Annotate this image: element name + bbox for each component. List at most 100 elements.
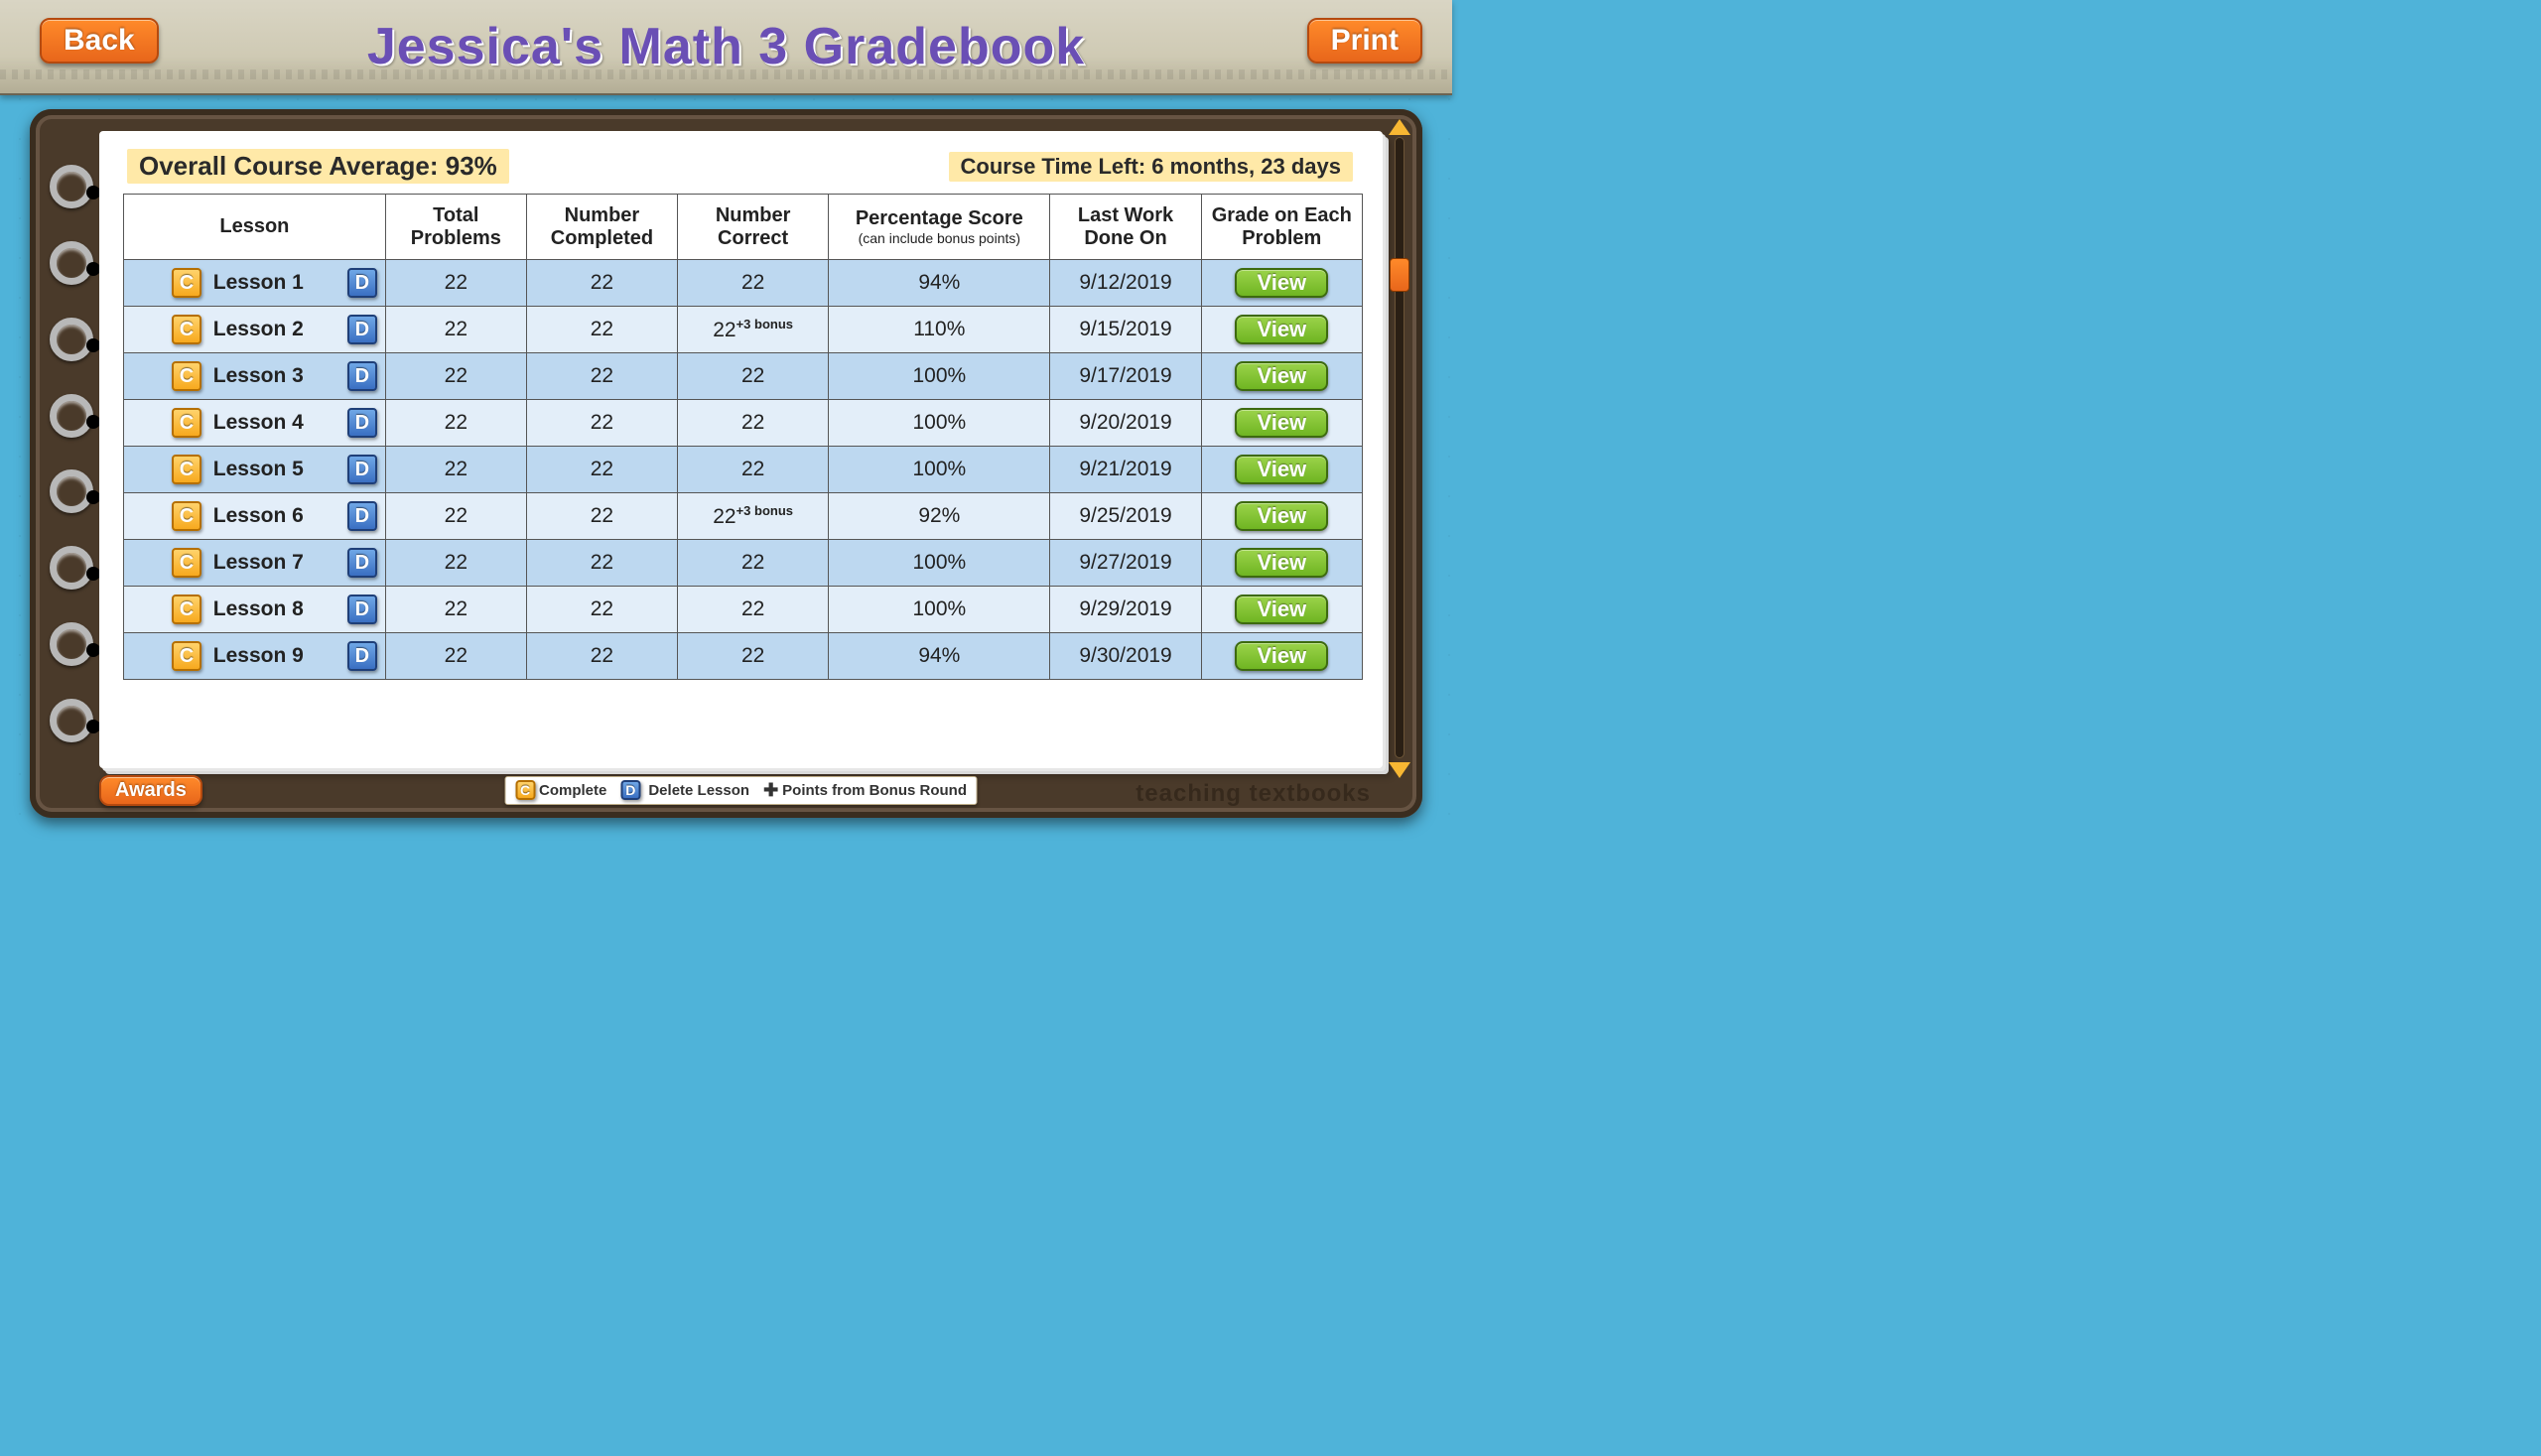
scrollbar-track[interactable] (1395, 137, 1404, 758)
col-completed: Number Completed (526, 195, 677, 260)
pct-cell: 100% (829, 400, 1050, 447)
view-button[interactable]: View (1235, 455, 1328, 484)
overall-average: Overall Course Average: 93% (127, 149, 509, 184)
total-cell: 22 (385, 587, 526, 633)
view-button[interactable]: View (1235, 595, 1328, 624)
pct-cell: 100% (829, 447, 1050, 493)
view-cell: View (1201, 353, 1362, 400)
correct-cell: 22 (678, 353, 829, 400)
view-button[interactable]: View (1235, 268, 1328, 298)
lesson-name[interactable]: Lesson 2 (213, 318, 304, 340)
col-view: Grade on Each Problem (1201, 195, 1362, 260)
back-button[interactable]: Back (40, 18, 159, 64)
correct-cell: 22+3 bonus (678, 307, 829, 353)
view-cell: View (1201, 540, 1362, 587)
col-lesson: Lesson (124, 195, 386, 260)
col-pct: Percentage Score (can include bonus poin… (829, 195, 1050, 260)
legend-bonus: ✚ Points from Bonus Round (763, 780, 967, 801)
complete-icon: C (172, 501, 201, 531)
completed-cell: 22 (526, 260, 677, 307)
complete-icon: C (172, 548, 201, 578)
pct-cell: 100% (829, 587, 1050, 633)
total-cell: 22 (385, 493, 526, 540)
date-cell: 9/12/2019 (1050, 260, 1201, 307)
pct-cell: 92% (829, 493, 1050, 540)
view-cell: View (1201, 260, 1362, 307)
delete-lesson-icon[interactable]: D (347, 595, 377, 624)
grades-table: Lesson Total Problems Number Completed N… (123, 194, 1363, 680)
table-row: C Lesson 1 D 22 22 22 94% 9/12/2019 View (124, 260, 1363, 307)
view-cell: View (1201, 493, 1362, 540)
delete-lesson-icon[interactable]: D (347, 315, 377, 344)
col-date: Last Work Done On (1050, 195, 1201, 260)
lesson-name[interactable]: Lesson 3 (213, 364, 304, 387)
summary-row: Overall Course Average: 93% Course Time … (123, 145, 1363, 194)
total-cell: 22 (385, 540, 526, 587)
total-cell: 22 (385, 633, 526, 680)
binder-footer: Awards C Complete D Delete Lesson ✚ Poin… (99, 772, 1383, 808)
print-button[interactable]: Print (1307, 18, 1422, 64)
view-button[interactable]: View (1235, 361, 1328, 391)
awards-button[interactable]: Awards (99, 775, 202, 806)
pct-cell: 110% (829, 307, 1050, 353)
view-cell: View (1201, 447, 1362, 493)
scroll-down-icon[interactable] (1389, 762, 1410, 778)
correct-cell: 22+3 bonus (678, 493, 829, 540)
view-cell: View (1201, 633, 1362, 680)
time-left: Course Time Left: 6 months, 23 days (949, 152, 1353, 182)
pct-cell: 100% (829, 353, 1050, 400)
view-button[interactable]: View (1235, 641, 1328, 671)
scroll-up-icon[interactable] (1389, 119, 1410, 135)
date-cell: 9/27/2019 (1050, 540, 1201, 587)
view-button[interactable]: View (1235, 501, 1328, 531)
delete-lesson-icon[interactable]: D (347, 408, 377, 438)
date-cell: 9/20/2019 (1050, 400, 1201, 447)
table-row: C Lesson 7 D 22 22 22 100% 9/27/2019 Vie… (124, 540, 1363, 587)
header-bar: Back Jessica's Math 3 Gradebook Print (0, 0, 1452, 95)
completed-cell: 22 (526, 447, 677, 493)
view-button[interactable]: View (1235, 408, 1328, 438)
legend: C Complete D Delete Lesson ✚ Points from… (504, 776, 978, 805)
scrollbar-thumb[interactable] (1390, 258, 1409, 292)
complete-icon: C (172, 315, 201, 344)
table-row: C Lesson 5 D 22 22 22 100% 9/21/2019 Vie… (124, 447, 1363, 493)
completed-cell: 22 (526, 587, 677, 633)
delete-lesson-icon[interactable]: D (347, 548, 377, 578)
lesson-cell: C Lesson 7 D (124, 540, 386, 587)
table-row: C Lesson 8 D 22 22 22 100% 9/29/2019 Vie… (124, 587, 1363, 633)
gradebook-page: Overall Course Average: 93% Course Time … (99, 131, 1383, 768)
col-total: Total Problems (385, 195, 526, 260)
lesson-cell: C Lesson 4 D (124, 400, 386, 447)
delete-lesson-icon[interactable]: D (347, 641, 377, 671)
lesson-name[interactable]: Lesson 8 (213, 597, 304, 620)
view-button[interactable]: View (1235, 548, 1328, 578)
brand-label: teaching textbooks (1136, 780, 1371, 808)
complete-icon: C (172, 268, 201, 298)
view-cell: View (1201, 587, 1362, 633)
delete-lesson-icon[interactable]: D (347, 455, 377, 484)
view-button[interactable]: View (1235, 315, 1328, 344)
lesson-name[interactable]: Lesson 6 (213, 504, 304, 527)
plus-icon: ✚ (763, 780, 778, 801)
delete-icon: D (620, 780, 640, 800)
lesson-name[interactable]: Lesson 5 (213, 458, 304, 480)
lesson-cell: C Lesson 8 D (124, 587, 386, 633)
correct-cell: 22 (678, 540, 829, 587)
lesson-name[interactable]: Lesson 4 (213, 411, 304, 434)
lesson-name[interactable]: Lesson 7 (213, 551, 304, 574)
complete-icon: C (515, 780, 535, 800)
date-cell: 9/17/2019 (1050, 353, 1201, 400)
table-row: C Lesson 2 D 22 22 22+3 bonus 110% 9/15/… (124, 307, 1363, 353)
table-row: C Lesson 6 D 22 22 22+3 bonus 92% 9/25/2… (124, 493, 1363, 540)
lesson-cell: C Lesson 5 D (124, 447, 386, 493)
lesson-cell: C Lesson 6 D (124, 493, 386, 540)
complete-icon: C (172, 455, 201, 484)
delete-lesson-icon[interactable]: D (347, 268, 377, 298)
completed-cell: 22 (526, 633, 677, 680)
lesson-name[interactable]: Lesson 1 (213, 271, 304, 294)
delete-lesson-icon[interactable]: D (347, 361, 377, 391)
lesson-name[interactable]: Lesson 9 (213, 644, 304, 667)
completed-cell: 22 (526, 493, 677, 540)
delete-lesson-icon[interactable]: D (347, 501, 377, 531)
correct-cell: 22 (678, 633, 829, 680)
